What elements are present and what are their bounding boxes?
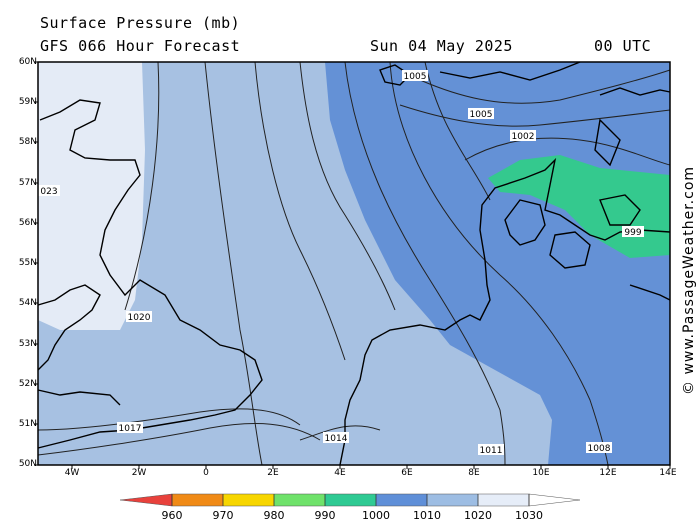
lat-label: 60N — [18, 57, 37, 67]
lat-label: 58N — [18, 137, 37, 147]
colorbar-tick: 1030 — [515, 509, 543, 522]
colorbar-segment — [274, 494, 325, 506]
forecast-subtitle: GFS 066 Hour Forecast — [40, 37, 241, 55]
isobar-label: 1011 — [478, 444, 504, 456]
lon-label: 8E — [468, 468, 480, 478]
colorbar-tick: 960 — [161, 509, 183, 522]
colorbar-tick: 1020 — [464, 509, 492, 522]
colorbar-segment — [223, 494, 274, 506]
lat-label: 53N — [18, 339, 37, 349]
lat-label: 59N — [18, 97, 37, 107]
lat-label: 50N — [18, 459, 37, 469]
lat-label: 55N — [18, 258, 37, 268]
colorbar-segment — [478, 494, 529, 506]
isobar-labels: 1005 1005 1002 023 999 1020 1017 1014 10… — [38, 70, 644, 456]
lat-label: 52N — [18, 379, 37, 389]
svg-text:1005: 1005 — [404, 72, 427, 82]
isobar-label: 1008 — [586, 442, 612, 454]
lon-label: 14E — [659, 468, 677, 478]
svg-text:1017: 1017 — [119, 424, 142, 434]
lon-label: 6E — [401, 468, 413, 478]
lon-label: 4E — [334, 468, 346, 478]
forecast-time: 00 UTC — [594, 37, 652, 55]
lat-label: 57N — [18, 178, 37, 188]
colorbar-high-arrow — [528, 493, 581, 507]
svg-text:1011: 1011 — [480, 446, 503, 456]
lon-label: 12E — [599, 468, 617, 478]
lat-label: 56N — [18, 218, 37, 228]
svg-text:1005: 1005 — [470, 110, 493, 120]
svg-text:1002: 1002 — [512, 132, 535, 142]
isobar-label: 1005 — [468, 108, 494, 120]
colorbar — [119, 493, 581, 507]
coastlines — [37, 61, 671, 466]
svg-text:1014: 1014 — [325, 434, 348, 444]
axis-ticks — [34, 61, 671, 469]
svg-text:1008: 1008 — [588, 444, 611, 454]
lon-label: 4W — [64, 468, 80, 478]
lat-label: 51N — [18, 419, 37, 429]
colorbar-segment — [172, 494, 223, 506]
colorbar-low-arrow — [119, 493, 173, 507]
colorbar-segment — [325, 494, 376, 506]
isobar-label: 1017 — [117, 422, 143, 434]
colorbar-segment — [376, 494, 427, 506]
colorbar-tick: 980 — [263, 509, 285, 522]
lon-label: 10E — [532, 468, 550, 478]
forecast-date: Sun 04 May 2025 — [370, 37, 513, 55]
isobars — [37, 61, 671, 466]
isobar-label: 999 — [622, 226, 644, 238]
lon-label: 0 — [203, 468, 209, 478]
svg-text:1020: 1020 — [128, 313, 151, 323]
isobar-label: 1020 — [126, 311, 152, 323]
svg-text:999: 999 — [624, 228, 641, 238]
band-1020-plus — [38, 62, 145, 330]
colorbar-tick: 970 — [212, 509, 234, 522]
colorbar-tick: 1000 — [362, 509, 390, 522]
lon-label: 2W — [131, 468, 147, 478]
colorbar-segment — [427, 494, 478, 506]
lon-label: 2E — [267, 468, 279, 478]
isobar-label: 1014 — [323, 432, 349, 444]
svg-text:023: 023 — [40, 187, 57, 197]
lat-label: 54N — [18, 298, 37, 308]
isobar-label: 1002 — [510, 130, 536, 142]
map-title: Surface Pressure (mb) — [40, 14, 241, 32]
credit-text: © www.PassageWeather.com — [681, 165, 697, 395]
colorbar-tick: 1010 — [413, 509, 441, 522]
colorbar-tick: 990 — [314, 509, 336, 522]
isobar-label: 1005 — [402, 70, 428, 82]
isobar-label: 023 — [38, 185, 60, 197]
